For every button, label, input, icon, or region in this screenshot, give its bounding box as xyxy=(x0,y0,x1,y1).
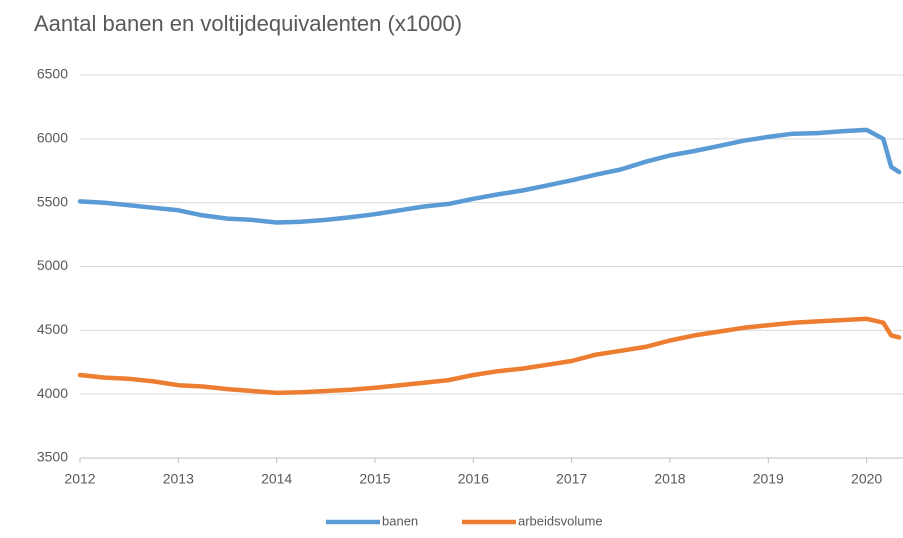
legend-label: banen xyxy=(382,513,418,528)
line-series xyxy=(77,127,902,225)
x-tick-label: 2018 xyxy=(654,471,685,487)
x-tick-label: 2020 xyxy=(851,471,882,487)
x-tick-label: 2012 xyxy=(64,471,95,487)
y-tick-label: 3500 xyxy=(37,449,68,465)
x-tick-label: 2017 xyxy=(556,471,587,487)
y-tick-label: 6500 xyxy=(37,66,68,82)
x-tick-label: 2015 xyxy=(359,471,390,487)
y-tick-label: 6000 xyxy=(37,130,68,146)
y-tick-label: 5000 xyxy=(37,257,68,273)
legend-label: arbeidsvolume xyxy=(518,513,603,528)
chart-title: Aantal banen en voltijdequivalenten (x10… xyxy=(34,11,462,36)
x-tick-label: 2016 xyxy=(458,471,489,487)
x-tick-label: 2014 xyxy=(261,471,292,487)
y-tick-label: 4500 xyxy=(37,321,68,337)
x-tick-label: 2019 xyxy=(753,471,784,487)
x-tick-label: 2013 xyxy=(163,471,194,487)
y-tick-label: 5500 xyxy=(37,193,68,209)
y-tick-label: 4000 xyxy=(37,385,68,401)
line-series xyxy=(77,316,902,396)
